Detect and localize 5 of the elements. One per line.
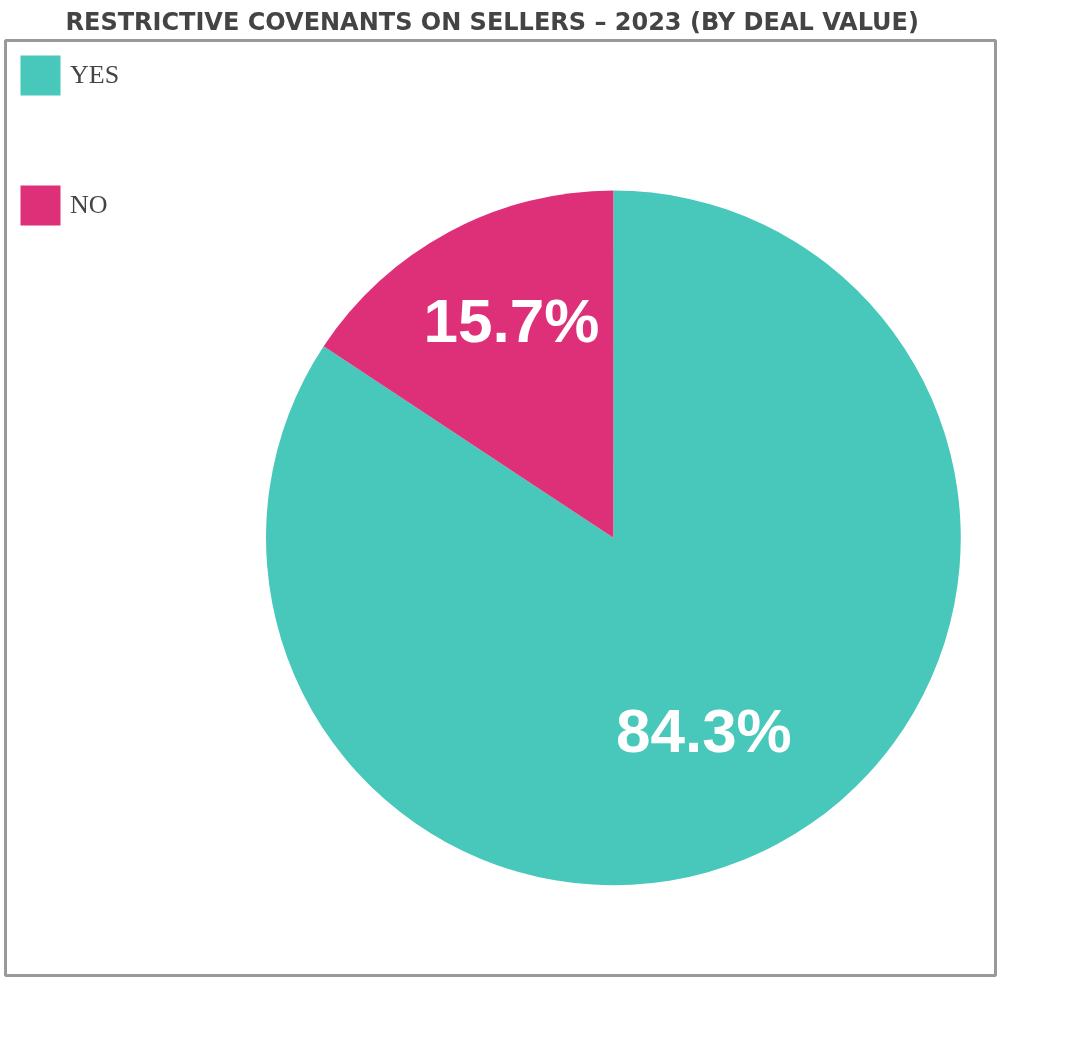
data-label: 15.7% <box>423 286 600 356</box>
legend-label: YES <box>70 60 120 90</box>
chart-title: RESTRICTIVE COVENANTS ON SELLERS – 2023 (BY DEAL VALUE) <box>65 7 919 36</box>
legend-label: NO <box>70 190 108 220</box>
data-label: 84.3% <box>615 696 792 766</box>
